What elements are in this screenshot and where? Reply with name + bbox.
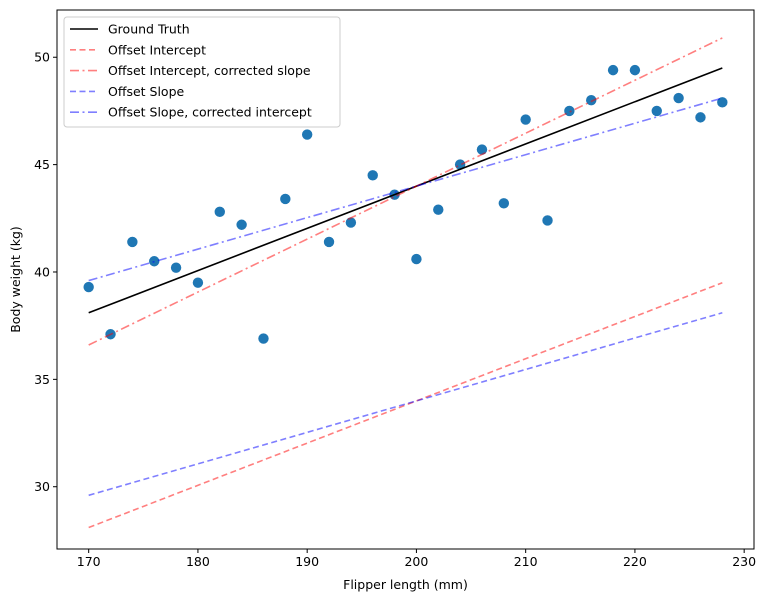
- data-point: [170, 262, 182, 273]
- data-point: [236, 219, 247, 230]
- data-point: [214, 206, 225, 218]
- series-line-3: [88, 312, 723, 497]
- series-line-0: [88, 67, 723, 314]
- data-point: [280, 193, 291, 205]
- legend: Ground Truth Offset Intercept Offset Inter…: [63, 16, 341, 128]
- data-point: [301, 129, 313, 140]
- legend-entry-3: Offset Slope: [108, 84, 185, 99]
- data-point: [127, 236, 138, 248]
- data-point: [433, 204, 444, 215]
- legend-entry-4: Offset Slope, corrected intercept: [108, 105, 312, 120]
- x-tick-label: 200: [404, 554, 428, 569]
- data-point: [520, 114, 531, 125]
- data-point: [476, 144, 488, 155]
- legend-box: [63, 16, 341, 128]
- data-point: [542, 215, 553, 226]
- data-point: [586, 94, 597, 106]
- plot-area: [83, 37, 728, 529]
- y-tick-label: 40: [34, 264, 50, 279]
- x-tick-label: 210: [514, 554, 538, 569]
- data-point: [498, 198, 510, 209]
- series-line-1: [88, 281, 723, 529]
- x-axis-ticks: 170 180 190 200 210 220 230: [77, 549, 756, 569]
- data-point: [629, 64, 641, 76]
- data-point: [192, 277, 204, 288]
- y-tick-label: 50: [34, 50, 50, 65]
- x-tick-label: 220: [623, 554, 647, 569]
- x-tick-label: 170: [77, 554, 101, 569]
- legend-entry-2: Offset Intercept, corrected slope: [108, 63, 311, 78]
- data-point: [367, 170, 378, 181]
- data-point: [258, 333, 269, 344]
- data-point: [411, 253, 422, 265]
- y-axis-label: Body weight (kg): [8, 226, 23, 333]
- y-tick-label: 45: [34, 157, 50, 172]
- data-point: [83, 281, 94, 293]
- data-point: [323, 236, 335, 248]
- legend-entry-0: Ground Truth: [108, 22, 190, 37]
- legend-entry-1: Offset Intercept: [108, 42, 206, 57]
- axes-frame: [56, 9, 755, 550]
- x-axis-label: Flipper length (mm): [343, 577, 468, 592]
- y-axis-ticks: 30 35 40 45 50: [34, 50, 57, 494]
- x-tick-label: 180: [186, 554, 210, 569]
- y-tick-label: 35: [34, 372, 50, 387]
- data-point: [695, 112, 706, 123]
- data-point: [607, 64, 619, 76]
- data-point: [673, 92, 684, 104]
- y-tick-label: 30: [34, 479, 50, 494]
- data-point: [651, 105, 662, 117]
- x-tick-label: 190: [295, 554, 319, 569]
- data-point: [345, 217, 357, 228]
- data-point: [454, 159, 466, 170]
- data-point: [564, 105, 575, 117]
- data-point: [717, 97, 728, 108]
- x-tick-label: 230: [732, 554, 756, 569]
- series-line-4: [88, 97, 723, 282]
